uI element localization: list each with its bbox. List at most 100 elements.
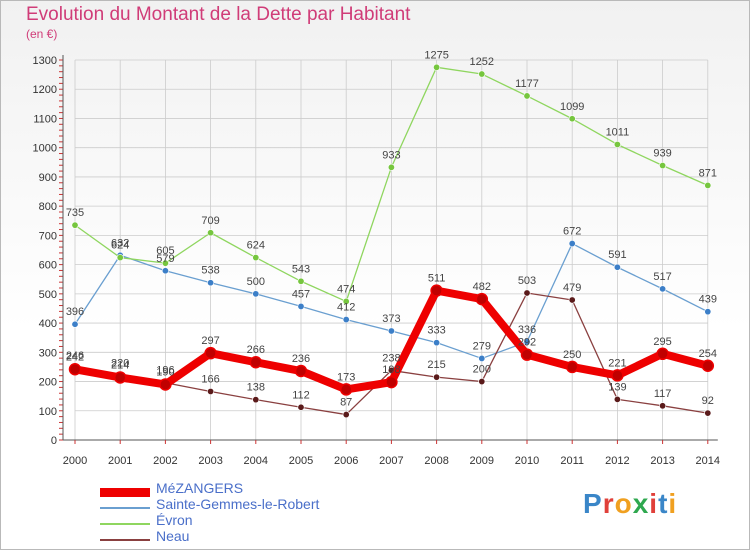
- data-point: [294, 364, 308, 378]
- data-point: [523, 338, 531, 346]
- data-point: [342, 316, 350, 324]
- data-point: [613, 140, 621, 148]
- data-label: 373: [382, 313, 400, 325]
- data-label: 1275: [424, 49, 448, 61]
- data-label: 198: [382, 364, 400, 376]
- logo-letter: x: [632, 488, 650, 519]
- data-label: 672: [563, 226, 581, 238]
- data-point: [523, 92, 531, 100]
- data-label: 279: [473, 340, 491, 352]
- data-point: [207, 229, 215, 237]
- x-tick-label: 2007: [379, 455, 403, 467]
- x-tick-label: 2014: [696, 455, 720, 467]
- data-label: 543: [292, 263, 310, 275]
- data-label: 871: [699, 167, 717, 179]
- data-point: [252, 290, 260, 298]
- data-label: 333: [427, 325, 445, 337]
- data-point: [430, 284, 443, 297]
- data-label: 939: [653, 148, 671, 160]
- data-label: 238: [382, 352, 400, 364]
- x-tick-label: 2011: [560, 455, 584, 467]
- y-tick-label: 600: [39, 260, 57, 272]
- y-tick-label: 0: [51, 435, 57, 447]
- data-label: 1099: [560, 101, 584, 113]
- data-point: [659, 285, 667, 293]
- data-point: [71, 320, 79, 328]
- y-tick-label: 1100: [33, 113, 57, 125]
- y-tick-label: 700: [39, 230, 57, 242]
- data-label: 500: [247, 276, 265, 288]
- data-label: 336: [518, 324, 536, 336]
- data-label: 479: [563, 282, 581, 294]
- data-label: 196: [156, 365, 174, 377]
- data-label: 220: [111, 358, 129, 370]
- x-tick-label: 2001: [108, 455, 132, 467]
- data-label: 117: [654, 388, 672, 400]
- data-point: [475, 292, 489, 306]
- data-label: 517: [653, 271, 671, 283]
- data-label: 457: [292, 288, 310, 300]
- data-point: [433, 373, 441, 381]
- data-label: 200: [473, 364, 491, 376]
- data-label: 254: [699, 348, 717, 360]
- y-tick-label: 800: [39, 201, 57, 213]
- data-point: [161, 267, 169, 275]
- data-point: [568, 296, 576, 304]
- legend-swatch: [100, 488, 150, 497]
- data-point: [342, 411, 350, 419]
- data-point: [161, 259, 169, 267]
- x-tick-label: 2003: [198, 455, 222, 467]
- data-label: 221: [608, 357, 626, 369]
- data-point: [252, 396, 260, 404]
- data-label: 1252: [470, 56, 494, 68]
- data-point: [704, 181, 712, 189]
- data-point: [297, 403, 305, 411]
- data-point: [342, 297, 350, 305]
- data-point: [207, 387, 215, 395]
- y-tick-label: 1000: [33, 143, 57, 155]
- data-label: 250: [563, 349, 581, 361]
- data-label: 591: [608, 249, 626, 261]
- data-point: [523, 289, 531, 297]
- x-tick-label: 2008: [424, 455, 448, 467]
- data-point: [659, 162, 667, 170]
- data-point: [701, 359, 715, 373]
- data-point: [704, 409, 712, 417]
- x-tick-label: 2006: [334, 455, 358, 467]
- data-label: 933: [382, 149, 400, 161]
- y-tick-label: 1300: [33, 55, 57, 67]
- logo-letter: o: [614, 488, 633, 519]
- data-label: 295: [653, 336, 671, 348]
- data-label: 190: [156, 366, 174, 378]
- data-point: [704, 308, 712, 316]
- chart-title: Evolution du Montant de la Dette par Hab…: [26, 4, 411, 25]
- y-tick-label: 500: [39, 289, 57, 301]
- data-point: [204, 346, 217, 360]
- y-tick-label: 200: [39, 377, 57, 389]
- y-tick-label: 900: [39, 172, 57, 184]
- data-label: 605: [156, 245, 174, 257]
- legend-swatch: [100, 523, 150, 525]
- data-label: 624: [247, 240, 265, 252]
- data-label: 242: [66, 351, 84, 363]
- y-tick-label: 400: [39, 318, 57, 330]
- data-label: 215: [427, 359, 445, 371]
- logo-letter: r: [602, 488, 615, 519]
- x-tick-label: 2009: [470, 455, 494, 467]
- data-label: 236: [292, 353, 310, 365]
- data-point: [387, 163, 395, 171]
- chart-subtitle: (en €): [26, 27, 58, 41]
- data-label: 474: [337, 283, 355, 295]
- logo-letter: P: [583, 488, 603, 519]
- logo-letter: i: [649, 488, 659, 519]
- data-point: [613, 395, 621, 403]
- data-label: 138: [247, 382, 265, 394]
- data-label: 1177: [515, 78, 539, 90]
- legend-label: MéZANGERS: [156, 480, 244, 496]
- data-point: [71, 221, 79, 229]
- data-point: [116, 254, 124, 262]
- data-point: [387, 327, 395, 335]
- x-tick-label: 2000: [63, 455, 87, 467]
- data-point: [249, 355, 263, 369]
